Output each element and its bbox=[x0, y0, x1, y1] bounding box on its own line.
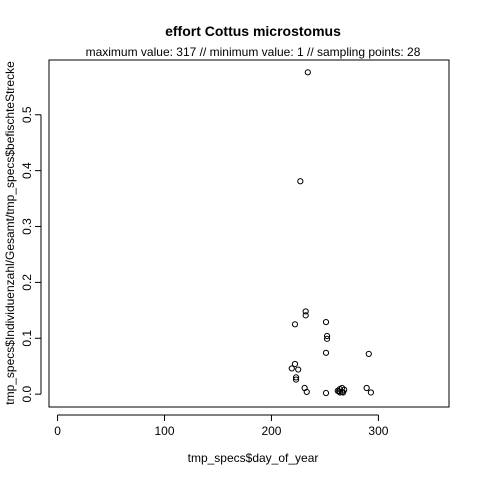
x-axis: 0 100 200 300 bbox=[54, 414, 389, 438]
data-point bbox=[302, 308, 309, 315]
data-point bbox=[291, 321, 299, 328]
data-point bbox=[323, 332, 331, 340]
data-point bbox=[297, 178, 304, 185]
y-axis-label: tmp_specs$Individuenzahl/Gesamt/tmp_spec… bbox=[3, 61, 17, 405]
data-point bbox=[295, 366, 302, 373]
chart-subtitle: maximum value: 317 // minimum value: 1 /… bbox=[86, 45, 421, 59]
data-point bbox=[302, 312, 309, 319]
data-point bbox=[292, 376, 300, 383]
y-tick-label: 0.2 bbox=[20, 274, 34, 291]
data-point bbox=[363, 384, 370, 392]
y-tick-label: 0.3 bbox=[20, 218, 34, 235]
data-point bbox=[323, 335, 331, 342]
data-point bbox=[335, 388, 342, 395]
data-point bbox=[367, 389, 375, 396]
y-tick-label: 0.0 bbox=[20, 385, 34, 402]
x-tick-label: 200 bbox=[261, 424, 281, 438]
data-point bbox=[303, 388, 310, 396]
x-axis-label: tmp_specs$day_of_year bbox=[188, 451, 319, 465]
data-point bbox=[291, 360, 299, 368]
x-tick-label: 300 bbox=[368, 424, 388, 438]
x-tick-label: 0 bbox=[54, 424, 61, 438]
data-point bbox=[322, 318, 330, 326]
data-point bbox=[288, 365, 295, 372]
data-point bbox=[322, 389, 330, 397]
y-axis: 0.0 0.1 0.2 0.3 0.4 0.5 bbox=[20, 106, 42, 402]
data-point bbox=[322, 349, 330, 356]
y-tick-label: 0.4 bbox=[20, 162, 34, 179]
x-tick-label: 100 bbox=[154, 424, 174, 438]
data-points bbox=[288, 69, 375, 397]
plot-frame bbox=[48, 59, 450, 408]
data-point bbox=[304, 69, 311, 76]
data-point bbox=[292, 374, 300, 381]
data-point bbox=[338, 388, 346, 396]
chart-title: effort Cottus microstomus bbox=[165, 23, 341, 39]
y-tick-label: 0.5 bbox=[20, 106, 34, 123]
y-tick-label: 0.1 bbox=[20, 330, 34, 347]
data-point bbox=[365, 350, 372, 358]
